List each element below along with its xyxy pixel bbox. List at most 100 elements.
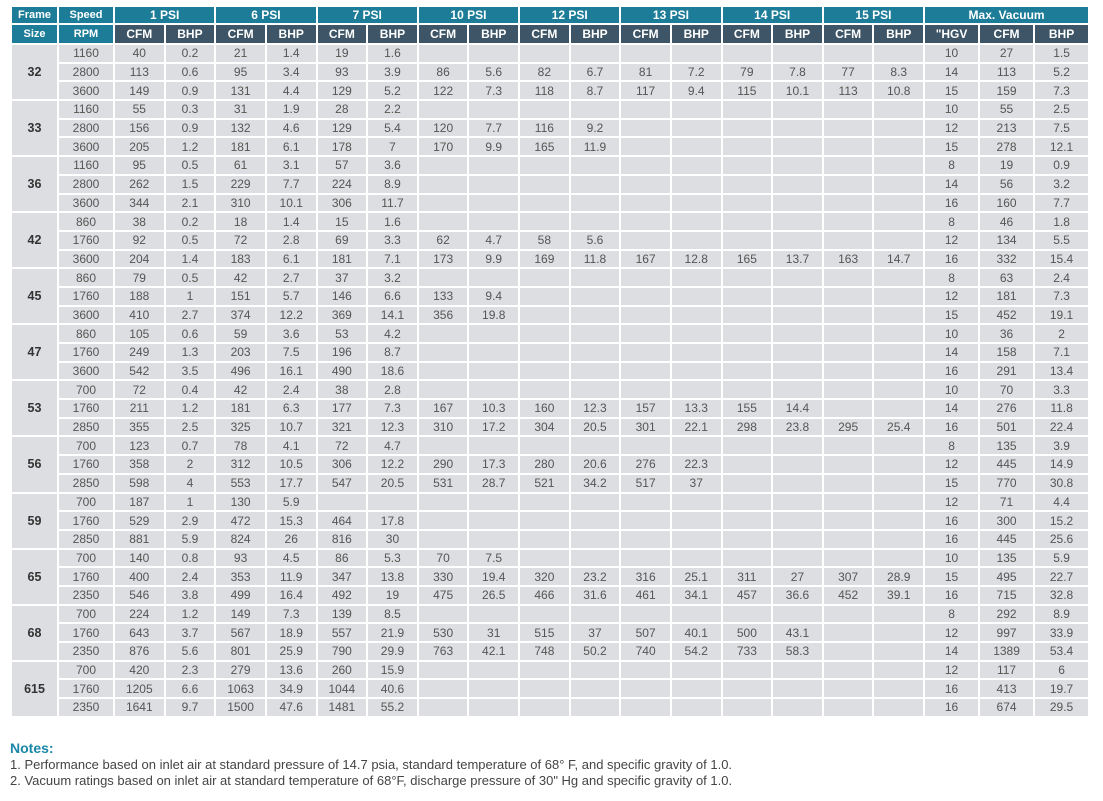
bhp-cell: 10.3	[467, 398, 521, 419]
bhp-cell: 2.5	[163, 416, 217, 438]
psi-group-header: 15 PSI	[821, 5, 926, 25]
cfm-cell	[821, 267, 875, 288]
cfm-cell: 133	[416, 285, 470, 307]
bhp-cell	[669, 697, 723, 718]
cfm-cell	[720, 43, 774, 64]
cfm-cell	[720, 528, 774, 550]
vacuum-cell: 14	[923, 61, 981, 83]
cfm-cell	[821, 547, 875, 569]
cfm-cell	[821, 323, 875, 344]
cfm-cell: 93	[214, 547, 267, 569]
bhp-cell: 5.6	[467, 61, 521, 83]
speed-cell: 860	[57, 323, 115, 344]
cfm-cell: 19	[315, 43, 369, 64]
cfm-cell	[416, 360, 470, 382]
psi-group-header: 14 PSI	[720, 5, 824, 25]
cfm-cell: 790	[315, 641, 369, 662]
table-row: 65 700 140 0.8 93 4.5 86 5.3 70 7.5 10 135 5.9	[10, 547, 1091, 606]
bhp-cell: 10.8	[872, 80, 926, 102]
cfm-cell: 120	[416, 117, 470, 139]
bhp-cell: 3.8	[163, 584, 217, 606]
bhp-cell	[771, 603, 824, 625]
cfm-cell: 507	[619, 622, 672, 643]
frame-size-cell: 47	[10, 323, 59, 382]
table-row: 2350 876 5.6 801 25.9 790 29.9 763 42.1 748 50.2 74…	[11, 641, 1091, 662]
cfm-cell: 151	[214, 285, 267, 307]
frame-size-cell: 42	[10, 211, 59, 270]
bhp-cell: 37	[568, 622, 622, 643]
bhp-cell: 17.3	[467, 454, 521, 475]
bhp-column-header: BHP	[568, 23, 622, 45]
vacuum-cell: 3.3	[1033, 379, 1091, 401]
vacuum-cell: 15	[923, 566, 981, 587]
cfm-column-header: CFM	[214, 23, 267, 45]
bhp-cell	[872, 659, 926, 681]
cfm-cell	[619, 379, 672, 401]
bhp-cell: 11.9	[264, 566, 318, 587]
bhp-cell	[771, 547, 824, 569]
vacuum-cell: 3.2	[1033, 173, 1091, 195]
bhp-cell: 1.4	[264, 43, 318, 64]
cfm-cell: 369	[315, 304, 369, 326]
vacuum-cell: 674	[978, 697, 1036, 718]
cfm-cell	[518, 192, 571, 214]
cfm-cell	[821, 622, 875, 643]
speed-cell: 2850	[57, 416, 115, 438]
cfm-cell: 763	[416, 641, 470, 662]
cfm-cell	[720, 304, 774, 326]
bhp-cell: 26	[264, 528, 318, 550]
bhp-cell: 1.6	[366, 43, 419, 64]
bhp-cell: 4	[163, 472, 217, 494]
vacuum-cell: 495	[978, 566, 1036, 587]
bhp-cell	[771, 323, 824, 344]
bhp-cell	[669, 229, 723, 251]
cfm-column-header: CFM	[821, 23, 875, 45]
bhp-cell: 9.4	[467, 285, 521, 307]
cfm-cell: 21	[214, 43, 267, 64]
bhp-cell	[771, 360, 824, 382]
cfm-cell: 452	[821, 584, 875, 606]
table-row: 2850 598 4 553 17.7 547 20.5 531 28.7 521 34.2 517 3…	[11, 472, 1091, 494]
vacuum-cell: 8	[923, 267, 981, 288]
cfm-cell: 280	[518, 454, 571, 475]
bhp-cell: 0.9	[163, 80, 217, 102]
vacuum-cell: 55	[978, 99, 1036, 120]
bhp-cell	[669, 528, 723, 550]
cfm-cell: 598	[113, 472, 166, 494]
cfm-cell: 173	[416, 248, 470, 270]
frame-size-cell: 615	[10, 659, 59, 718]
bhp-cell: 7.2	[669, 61, 723, 83]
bhp-cell	[771, 117, 824, 139]
cfm-cell: 69	[315, 229, 369, 251]
cfm-cell	[821, 136, 875, 158]
cfm-cell: 224	[315, 173, 369, 195]
table-row: 615 700 420 2.3 279 13.6 260 15.9 12 117 6	[10, 659, 1091, 718]
table-row: 1760 1205 6.6 1063 34.9 1044 40.6 16 413 19.7	[11, 678, 1091, 700]
bhp-cell: 4.4	[264, 80, 318, 102]
bhp-cell: 47.6	[264, 697, 318, 718]
cfm-column-header: CFM	[619, 23, 672, 45]
cfm-cell	[518, 435, 571, 457]
cfm-cell: 374	[214, 304, 267, 326]
vacuum-cell: 8	[923, 603, 981, 625]
bhp-cell: 27	[771, 566, 824, 587]
cfm-cell	[518, 360, 571, 382]
bhp-cell: 3.3	[366, 229, 419, 251]
bhp-cell: 8.9	[366, 173, 419, 195]
bhp-cell: 8.3	[872, 61, 926, 83]
cfm-cell: 500	[720, 622, 774, 643]
cfm-cell	[416, 192, 470, 214]
vacuum-cell: 33.9	[1033, 622, 1091, 643]
cfm-cell: 165	[720, 248, 774, 270]
bhp-cell	[872, 229, 926, 251]
bhp-cell: 7.5	[264, 342, 318, 363]
bhp-cell	[669, 547, 723, 569]
bhp-cell: 5.6	[163, 641, 217, 662]
cfm-cell: 72	[315, 435, 369, 457]
table-row: 68 700 224 1.2 149 7.3 139 8.5 8 292 8.9	[10, 603, 1091, 662]
cfm-cell	[720, 136, 774, 158]
bhp-cell	[669, 155, 723, 176]
table-row: 53 700 72 0.4 42 2.4 38 2.8 10 70 3.3	[10, 379, 1091, 438]
speed-cell: 1160	[57, 155, 115, 176]
vacuum-cell: 56	[978, 173, 1036, 195]
